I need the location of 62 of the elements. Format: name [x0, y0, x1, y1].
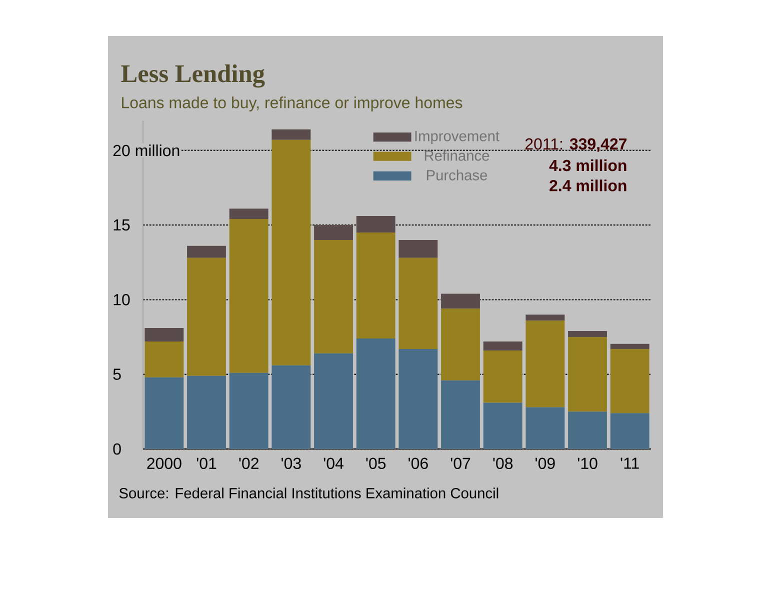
bar	[144, 328, 184, 342]
annotation: 2.4 million	[550, 180, 626, 192]
bar	[610, 344, 650, 349]
bar	[356, 216, 396, 232]
bar	[229, 219, 268, 373]
chart-title: Less Lending	[121, 64, 265, 88]
bar	[272, 140, 311, 366]
x-tick-label: '07	[450, 458, 470, 470]
bar	[314, 225, 353, 240]
x-tick-label: '05	[366, 458, 386, 470]
bar	[144, 341, 184, 378]
bar	[526, 314, 565, 321]
bar	[398, 258, 438, 349]
x-tick-label: '08	[493, 458, 513, 470]
y-tick-label: 15	[114, 219, 130, 231]
legend-label: Purchase	[426, 170, 488, 180]
x-tick-label: '03	[282, 458, 301, 470]
bar	[568, 337, 607, 412]
bar	[229, 208, 268, 220]
bar	[610, 348, 650, 414]
y-tick-label: 0	[113, 443, 121, 455]
bar	[314, 240, 353, 354]
bar	[398, 348, 438, 450]
bar	[526, 320, 565, 408]
bar	[229, 372, 268, 450]
bar	[483, 341, 522, 350]
bar	[398, 240, 438, 258]
bar	[568, 412, 607, 450]
y-tick-label: 20 million	[113, 144, 180, 156]
legend-label: Refinance	[424, 150, 490, 161]
y-tick-label: 5	[113, 368, 121, 380]
annotation: 4.3 million	[549, 159, 626, 172]
bar	[441, 308, 480, 380]
x-tick-label: '06	[408, 458, 428, 470]
bar	[483, 402, 522, 450]
x-tick-label: '04	[324, 458, 344, 470]
bar	[272, 365, 311, 450]
bar	[187, 258, 226, 376]
bar	[144, 377, 184, 450]
bar	[568, 331, 607, 338]
x-tick-label: '01	[196, 458, 216, 470]
bar	[356, 338, 396, 450]
chart-subtitle: Loans made to buy, refinance or improve homes	[122, 96, 462, 112]
x-tick-label: 2000	[147, 458, 182, 470]
bar	[441, 294, 480, 309]
legend-label: Improvement	[415, 131, 500, 144]
x-tick-label: '09	[536, 458, 555, 470]
bar	[526, 407, 565, 450]
x-tick-label: '02	[239, 458, 258, 470]
bar	[187, 376, 226, 450]
x-tick-label: '10	[578, 458, 598, 470]
bar	[187, 246, 226, 258]
y-tick-label: 10	[114, 294, 130, 306]
bar	[272, 129, 311, 140]
bar	[314, 353, 353, 450]
bar	[610, 413, 650, 450]
source-note: Source: Federal Financial Institutions Examination Council	[119, 488, 498, 498]
x-tick-label: '11	[620, 458, 639, 469]
annotation: 2011: 339,427	[525, 138, 627, 152]
bar	[441, 380, 480, 450]
bar	[356, 232, 396, 338]
bar	[483, 350, 522, 403]
